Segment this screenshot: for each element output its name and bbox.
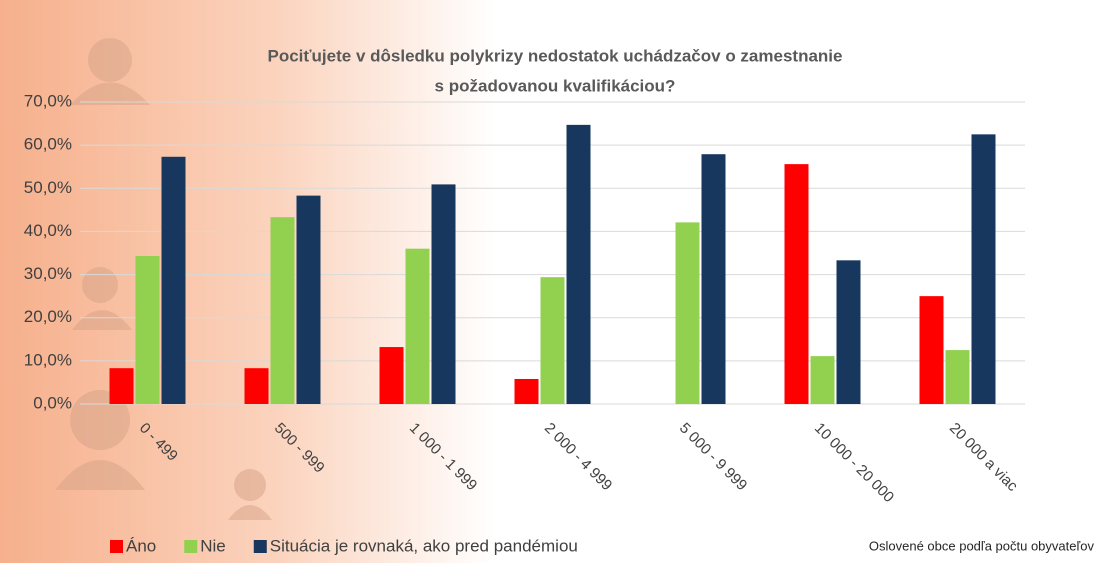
chart-title: s požadovanou kvalifikáciou? bbox=[435, 76, 676, 95]
bar bbox=[784, 164, 809, 404]
bar bbox=[109, 368, 134, 404]
legend-label: Situácia je rovnaká, ako pred pandémiou bbox=[270, 536, 578, 555]
bar bbox=[836, 260, 861, 404]
bar bbox=[514, 378, 539, 404]
bar bbox=[270, 217, 295, 404]
bar bbox=[919, 296, 944, 404]
bar bbox=[810, 356, 835, 404]
bar bbox=[675, 222, 700, 404]
y-tick-label: 30,0% bbox=[24, 264, 72, 283]
y-tick-label: 40,0% bbox=[24, 221, 72, 240]
bar bbox=[379, 347, 404, 404]
legend-label: Nie bbox=[200, 536, 226, 555]
legend-swatch bbox=[184, 540, 198, 553]
y-tick-label: 50,0% bbox=[24, 178, 72, 197]
y-tick-label: 10,0% bbox=[24, 350, 72, 369]
bar bbox=[244, 368, 269, 404]
decoration bbox=[55, 38, 272, 520]
bar bbox=[945, 350, 970, 404]
x-axis-label: Oslovené obce podľa počtu obyvateľov bbox=[869, 538, 1095, 553]
bar bbox=[431, 184, 456, 404]
bar bbox=[566, 124, 591, 404]
bar bbox=[296, 195, 321, 404]
legend-swatch bbox=[110, 540, 123, 553]
y-tick-label: 70,0% bbox=[24, 91, 72, 110]
bar bbox=[701, 154, 726, 404]
bar bbox=[540, 277, 565, 404]
bar bbox=[161, 156, 186, 404]
legend-swatch bbox=[253, 540, 267, 553]
y-tick-label: 20,0% bbox=[24, 307, 72, 326]
y-tick-label: 60,0% bbox=[24, 135, 72, 154]
bar bbox=[971, 134, 996, 404]
bar bbox=[135, 256, 160, 404]
chart-title: Pociťujete v dôsledku polykrizy nedostat… bbox=[268, 46, 843, 65]
legend-label: Áno bbox=[126, 536, 156, 555]
y-tick-label: 0,0% bbox=[33, 393, 72, 412]
bar bbox=[405, 248, 430, 404]
